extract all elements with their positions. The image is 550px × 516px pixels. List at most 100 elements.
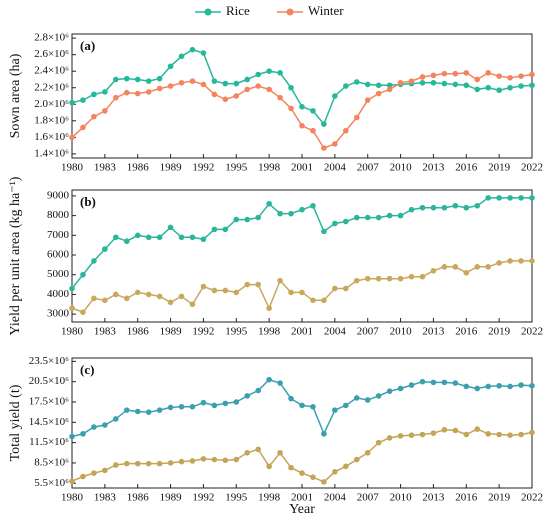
- x-tick-label: 1995: [225, 162, 248, 174]
- x-tick-label: 1992: [192, 492, 214, 504]
- data-point: [408, 206, 415, 213]
- data-point: [211, 91, 218, 98]
- data-point: [332, 285, 338, 292]
- data-point: [211, 287, 218, 294]
- x-tick-label: 2016: [455, 162, 478, 174]
- data-point: [507, 383, 513, 390]
- data-point: [145, 234, 152, 241]
- data-point: [353, 456, 360, 463]
- data-point: [452, 264, 459, 270]
- data-point: [485, 195, 491, 201]
- data-point: [80, 309, 86, 315]
- x-tick-label: 2016: [455, 492, 478, 504]
- data-point: [299, 206, 305, 213]
- x-tick-label: 2022: [521, 326, 543, 338]
- legend-marker: [286, 8, 294, 16]
- data-point: [408, 273, 415, 280]
- data-point: [211, 456, 218, 463]
- data-point: [332, 407, 338, 413]
- data-point: [156, 75, 163, 82]
- x-tick-label: 1980: [61, 492, 84, 504]
- data-point: [463, 204, 470, 211]
- data-point: [299, 122, 305, 129]
- series-line: [71, 72, 533, 150]
- data-point: [419, 273, 426, 280]
- data-point: [145, 409, 152, 415]
- data-point: [266, 305, 272, 312]
- x-tick-label: 1986: [127, 162, 150, 174]
- y-tick-label: 23.5×10⁶: [29, 355, 69, 367]
- data-point: [233, 399, 240, 405]
- data-point: [430, 430, 437, 436]
- x-tick-label: 1995: [225, 492, 248, 504]
- data-point: [189, 46, 196, 53]
- data-point: [277, 277, 283, 284]
- data-point: [321, 121, 327, 127]
- data-point: [244, 76, 251, 83]
- data-point: [102, 467, 108, 474]
- data-point: [167, 299, 174, 306]
- data-point: [233, 216, 240, 223]
- data-point: [419, 74, 426, 80]
- data-point: [156, 407, 163, 413]
- data-point: [408, 432, 415, 438]
- data-point: [102, 422, 108, 428]
- data-point: [288, 395, 294, 402]
- data-point: [496, 73, 502, 79]
- y-tick-label: 1.6×10⁶: [34, 131, 69, 143]
- data-point: [408, 382, 415, 388]
- data-point: [485, 264, 491, 270]
- x-tick-label: 2019: [488, 492, 511, 504]
- data-point: [397, 212, 404, 219]
- data-point: [134, 289, 141, 296]
- y-tick-label: 11.5×10⁶: [29, 436, 69, 448]
- data-point: [167, 460, 174, 466]
- data-point: [386, 86, 393, 93]
- data-point: [288, 210, 294, 217]
- data-point: [397, 385, 404, 392]
- x-tick-label: 2013: [422, 162, 445, 174]
- data-point: [222, 457, 229, 464]
- legend-label: Rice: [226, 3, 250, 18]
- data-point: [353, 214, 360, 221]
- plot-frame: [71, 357, 533, 489]
- data-point: [266, 463, 272, 470]
- x-tick-label: 2004: [324, 492, 347, 504]
- x-axis-title: Year: [289, 502, 315, 516]
- data-point: [200, 399, 207, 406]
- data-point: [321, 228, 327, 235]
- data-point: [91, 258, 97, 264]
- x-tick-label: 1980: [61, 326, 84, 338]
- x-tick-label: 1989: [160, 326, 183, 338]
- y-tick-label: 3000: [47, 308, 70, 320]
- data-point: [310, 202, 316, 209]
- data-point: [386, 212, 393, 219]
- x-tick-label: 1986: [127, 492, 150, 504]
- data-point: [178, 79, 185, 86]
- data-point: [375, 439, 382, 446]
- data-point: [222, 287, 229, 294]
- x-tick-label: 2007: [357, 162, 380, 174]
- data-point: [113, 234, 119, 241]
- data-point: [310, 403, 316, 410]
- data-point: [123, 89, 130, 96]
- data-point: [485, 431, 491, 437]
- x-tick-label: 2007: [357, 492, 380, 504]
- data-point: [277, 210, 283, 217]
- data-point: [113, 416, 119, 422]
- data-point: [178, 234, 185, 241]
- x-tick-label: 2022: [521, 162, 543, 174]
- data-point: [233, 80, 240, 87]
- data-point: [113, 291, 119, 298]
- data-point: [288, 84, 294, 91]
- data-point: [485, 84, 491, 91]
- x-tick-label: 2001: [291, 326, 313, 338]
- x-tick-label: 2022: [521, 492, 543, 504]
- data-point: [441, 379, 448, 386]
- data-point: [441, 204, 448, 211]
- data-point: [244, 281, 251, 288]
- data-point: [255, 446, 261, 453]
- legend-label: Winter: [308, 3, 344, 18]
- data-point: [145, 89, 152, 95]
- data-point: [343, 83, 349, 89]
